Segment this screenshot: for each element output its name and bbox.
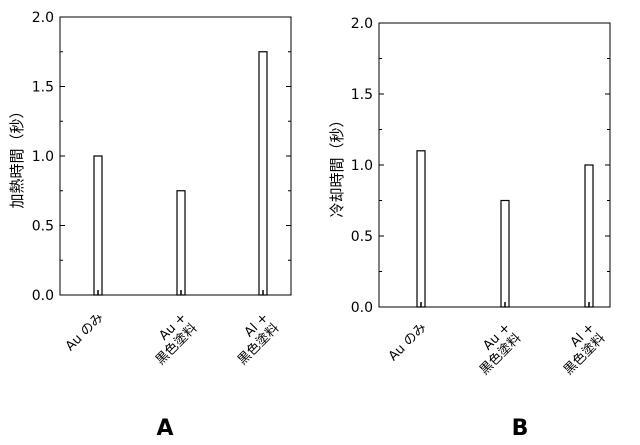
y-tick-label: 0.5 <box>351 229 373 245</box>
x-category-label-line: Au のみ <box>386 320 430 364</box>
y-axis-label: 冷却時間（秒） <box>328 112 346 217</box>
bar <box>585 165 593 307</box>
y-tick-label: 2.0 <box>351 16 373 32</box>
plot-frame <box>379 23 610 307</box>
chart-panel-a: 0.0 0.5 1.0 1.5 2.0 Au のみ Au +黒色塗料 Al +黒色塗料 加熱時間… <box>8 10 291 441</box>
bar <box>259 52 267 295</box>
y-tick-label: 2.0 <box>32 10 54 26</box>
x-category-label: Au のみ <box>63 310 107 354</box>
bar <box>417 151 425 307</box>
y-tick-label: 0.5 <box>32 219 54 235</box>
y-tick-label: 0.0 <box>351 300 373 316</box>
y-tick-label: 1.5 <box>351 87 373 103</box>
x-category-label: Au +黒色塗料 <box>142 310 200 368</box>
y-axis-label: 加熱時間（秒） <box>8 103 26 208</box>
x-category-label: Al +黒色塗料 <box>224 310 282 368</box>
y-tick-label: 1.0 <box>351 158 373 174</box>
x-category-label: Au のみ <box>386 320 430 364</box>
panel-label: A <box>156 416 173 441</box>
x-category-label: Au +黒色塗料 <box>466 320 524 378</box>
y-tick-label: 1.0 <box>32 149 54 165</box>
chart-panel-b: 0.0 0.5 1.0 1.5 2.0 Au のみ Au +黒色塗料 Al +黒色塗料 冷却時間… <box>328 16 610 441</box>
bar <box>94 156 102 295</box>
x-category-label-line: Au のみ <box>63 310 107 354</box>
y-tick-label: 0.0 <box>32 288 54 304</box>
y-tick-label: 1.5 <box>32 80 54 96</box>
bar <box>501 201 509 308</box>
panel-label: B <box>512 416 529 441</box>
bar <box>177 191 185 295</box>
x-category-label: Al +黒色塗料 <box>550 320 608 378</box>
